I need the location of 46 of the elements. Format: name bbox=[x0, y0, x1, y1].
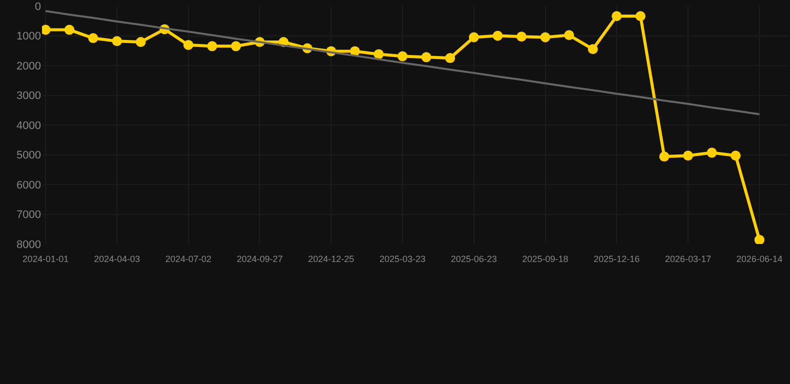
point bbox=[540, 32, 550, 42]
x-tick-label: 2024-04-03 bbox=[94, 254, 140, 264]
point bbox=[683, 150, 694, 161]
x-tick-label: 2024-07-02 bbox=[165, 254, 212, 264]
x-tick-label: 2026-03-17 bbox=[665, 254, 712, 264]
x-tick-label: 2025-09-18 bbox=[522, 254, 568, 264]
point bbox=[230, 41, 241, 52]
y-tick-label: 2000 bbox=[16, 60, 41, 72]
point bbox=[706, 148, 717, 158]
line-series bbox=[44, 10, 760, 116]
point bbox=[207, 41, 218, 52]
y-tick-label: 0 bbox=[34, 0, 41, 13]
x-tick-label: 2025-12-16 bbox=[594, 254, 640, 264]
point bbox=[468, 32, 479, 42]
point bbox=[88, 33, 98, 44]
point bbox=[421, 52, 432, 62]
point bbox=[730, 150, 741, 161]
x-tick-label: 2025-06-23 bbox=[450, 254, 497, 264]
x-tick-label: 2024-01-01 bbox=[22, 254, 69, 264]
point bbox=[112, 36, 122, 46]
point bbox=[398, 51, 408, 62]
y-tick-label: 3000 bbox=[16, 90, 41, 102]
point bbox=[492, 30, 503, 41]
point bbox=[64, 24, 74, 35]
y-tick-label: 6000 bbox=[16, 179, 41, 192]
point bbox=[516, 32, 526, 42]
point bbox=[183, 40, 194, 50]
point bbox=[659, 152, 670, 162]
x-tick-label: 2026-06-14 bbox=[736, 254, 782, 264]
y-tick-label: 4000 bbox=[16, 120, 41, 132]
y-tick-label: 1000 bbox=[16, 30, 41, 43]
x-tick-label: 2024-12-25 bbox=[308, 254, 354, 264]
point bbox=[136, 37, 146, 47]
x-tick-label: 2025-03-23 bbox=[379, 254, 426, 264]
point bbox=[588, 44, 598, 54]
point bbox=[42, 24, 51, 35]
y-tick-label: 5000 bbox=[16, 150, 41, 162]
point bbox=[564, 30, 574, 40]
point bbox=[445, 53, 456, 64]
point bbox=[754, 234, 764, 244]
y-tick-label: 8000 bbox=[16, 238, 41, 251]
point bbox=[612, 11, 622, 22]
point bbox=[635, 11, 646, 22]
x-tick-label: 2024-09-27 bbox=[236, 254, 283, 264]
y-tick-label: 7000 bbox=[16, 209, 41, 222]
point bbox=[374, 49, 384, 60]
